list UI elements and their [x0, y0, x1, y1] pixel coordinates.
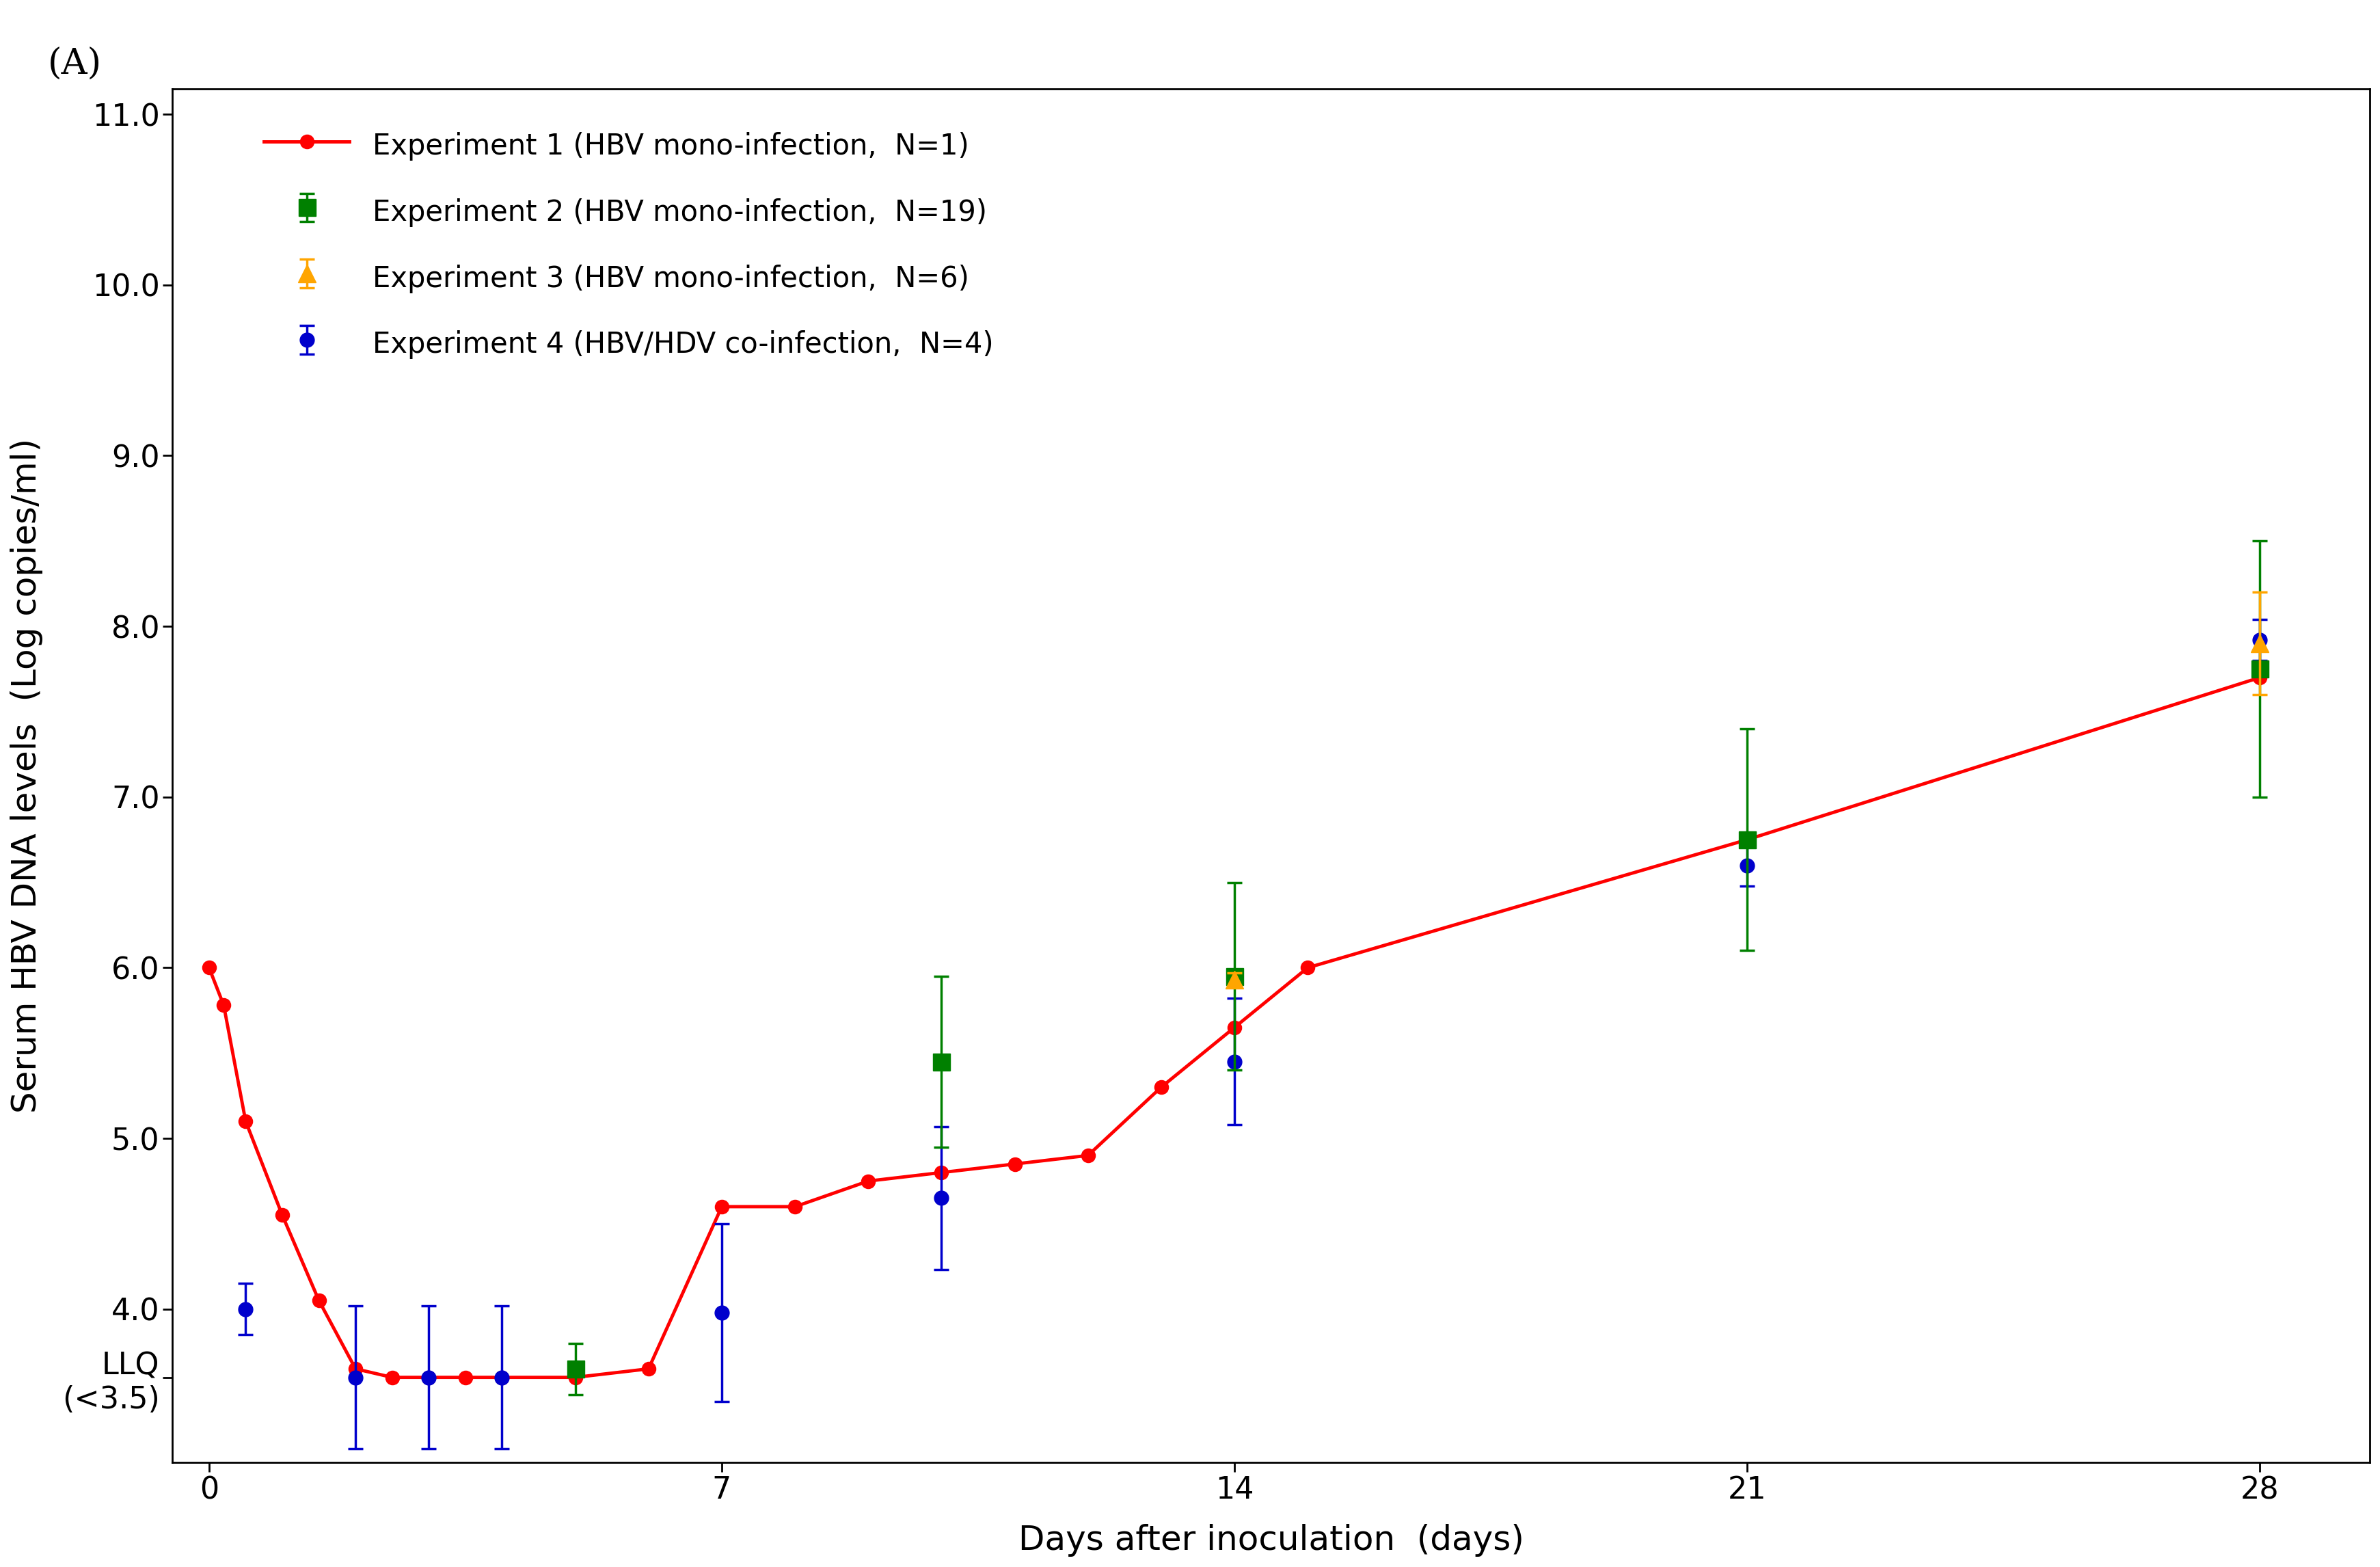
Experiment 1 (HBV mono-infection,  N=1) [1733, 831, 1761, 849]
Experiment 1 (HBV mono-infection,  N=1) [1292, 959, 1321, 978]
Experiment 1 (HBV mono-infection,  N=1) [707, 1197, 735, 1216]
Experiment 1 (HBV mono-infection,  N=1) [488, 1368, 516, 1387]
Experiment 1 (HBV mono-infection,  N=1) [305, 1291, 333, 1310]
Experiment 1 (HBV mono-infection,  N=1) [195, 959, 224, 978]
Experiment 1 (HBV mono-infection,  N=1) [1147, 1078, 1176, 1097]
Experiment 1 (HBV mono-infection,  N=1) [231, 1113, 259, 1131]
Experiment 1 (HBV mono-infection,  N=1) [269, 1205, 298, 1224]
Experiment 1 (HBV mono-infection,  N=1) [854, 1172, 883, 1191]
Text: (A): (A) [48, 47, 102, 81]
Experiment 1 (HBV mono-infection,  N=1) [781, 1197, 809, 1216]
Experiment 1 (HBV mono-infection,  N=1) [209, 997, 238, 1015]
Experiment 1 (HBV mono-infection,  N=1) [1221, 1019, 1250, 1037]
Experiment 1 (HBV mono-infection,  N=1) [340, 1360, 369, 1379]
X-axis label: Days after inoculation  (days): Days after inoculation (days) [1019, 1525, 1523, 1556]
Experiment 1 (HBV mono-infection,  N=1) [2247, 668, 2275, 686]
Line: Experiment 1 (HBV mono-infection,  N=1): Experiment 1 (HBV mono-infection, N=1) [202, 671, 2266, 1384]
Legend: Experiment 1 (HBV mono-infection,  N=1), Experiment 2 (HBV mono-infection,  N=19: Experiment 1 (HBV mono-infection, N=1), … [252, 116, 1004, 373]
Experiment 1 (HBV mono-infection,  N=1) [452, 1368, 481, 1387]
Experiment 1 (HBV mono-infection,  N=1) [1073, 1145, 1102, 1164]
Experiment 1 (HBV mono-infection,  N=1) [414, 1368, 443, 1387]
Experiment 1 (HBV mono-infection,  N=1) [378, 1368, 407, 1387]
Experiment 1 (HBV mono-infection,  N=1) [633, 1360, 662, 1379]
Experiment 1 (HBV mono-infection,  N=1) [562, 1368, 590, 1387]
Y-axis label: Serum HBV DNA levels  (Log copies/ml): Serum HBV DNA levels (Log copies/ml) [10, 439, 43, 1113]
Experiment 1 (HBV mono-infection,  N=1) [1000, 1155, 1028, 1174]
Experiment 1 (HBV mono-infection,  N=1) [928, 1163, 957, 1182]
